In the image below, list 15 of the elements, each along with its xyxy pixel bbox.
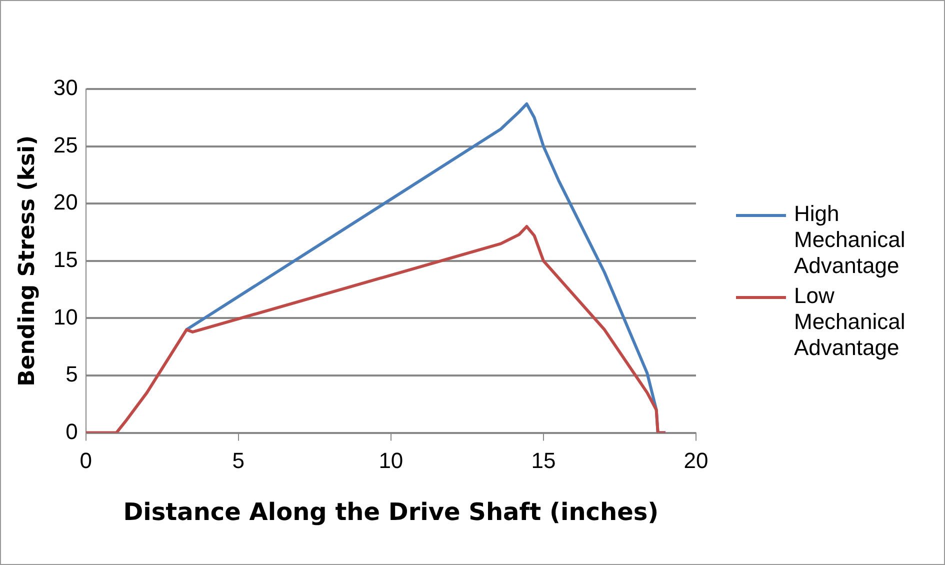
x-tick-label: 15: [531, 448, 556, 474]
x-tick-label: 10: [378, 448, 404, 474]
y-tick-label: 20: [53, 190, 78, 215]
legend-label: High Mechanical Advantage: [794, 201, 906, 279]
x-tick-label: 20: [684, 448, 708, 474]
y-tick-label: 5: [66, 362, 78, 387]
y-tick-label: 25: [53, 132, 78, 158]
y-tick-label: 10: [53, 304, 78, 330]
x-tick-label: 5: [232, 448, 245, 474]
legend-label: Low Mechanical Advantage: [794, 283, 906, 361]
y-tick-label: 15: [53, 246, 78, 272]
y-tick-label: 0: [66, 418, 78, 444]
x-axis-title: Distance Along the Drive Shaft (inches): [123, 498, 659, 526]
y-tick-label: 30: [53, 75, 78, 100]
y-axis-title: Bending Stress (ksi): [14, 135, 40, 386]
